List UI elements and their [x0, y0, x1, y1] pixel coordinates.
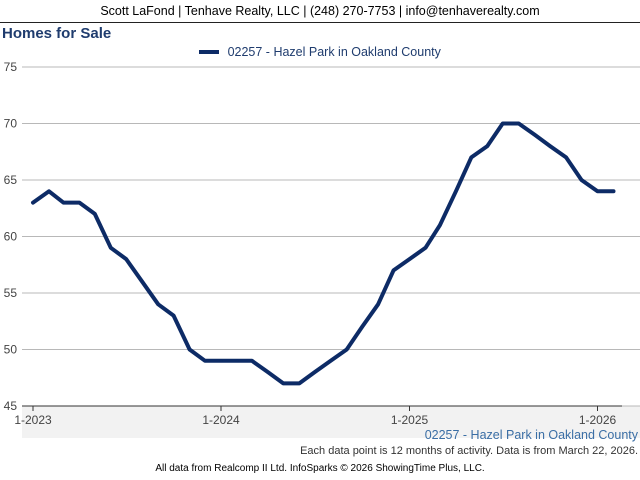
data-point	[313, 370, 317, 374]
data-point	[360, 325, 364, 329]
x-tick-label: 1-2023	[14, 413, 52, 427]
data-point	[93, 212, 97, 216]
footer-series-label: 02257 - Hazel Park in Oakland County	[424, 428, 638, 442]
data-point	[156, 302, 160, 306]
data-point	[31, 201, 35, 205]
data-point	[47, 189, 51, 193]
chart-legend: 02257 - Hazel Park in Oakland County	[0, 45, 640, 59]
x-axis-band	[22, 406, 640, 438]
data-point	[219, 359, 223, 363]
y-tick-label: 50	[4, 343, 18, 357]
y-tick-label: 70	[4, 117, 18, 131]
data-point	[376, 302, 380, 306]
data-point	[187, 347, 192, 352]
data-point	[203, 359, 207, 363]
data-point	[266, 370, 270, 374]
data-point	[517, 121, 521, 126]
data-point	[485, 144, 489, 148]
series-line	[31, 121, 616, 386]
legend-swatch	[199, 49, 220, 54]
contact-header: Scott LaFond | Tenhave Realty, LLC | (24…	[0, 0, 640, 23]
x-tick-label: 1-2025	[391, 413, 429, 427]
data-point	[533, 133, 537, 137]
x-tick-label: 1-2024	[202, 413, 240, 427]
data-point	[595, 189, 600, 193]
data-point	[391, 268, 396, 272]
footer-credit: All data from Realcomp II Ltd. InfoSpark…	[155, 463, 485, 474]
y-tick-label: 65	[4, 173, 18, 187]
data-point	[329, 359, 333, 363]
data-point	[140, 280, 144, 284]
x-tick-label: 1-2026	[579, 413, 617, 427]
data-point	[124, 257, 128, 261]
contact-line: Scott LaFond | Tenhave Realty, LLC | (24…	[100, 4, 540, 18]
y-tick-label: 60	[4, 230, 18, 244]
data-point	[564, 155, 568, 159]
data-point	[611, 189, 616, 193]
data-point	[77, 201, 81, 205]
data-point	[423, 246, 428, 250]
data-point	[454, 189, 458, 193]
data-point	[438, 223, 442, 227]
data-point	[469, 155, 473, 159]
data-point	[579, 178, 584, 182]
data-point	[297, 381, 301, 385]
data-point	[281, 381, 285, 385]
data-point	[548, 144, 552, 148]
data-point	[235, 359, 239, 363]
footer-note: Each data point is 12 months of activity…	[300, 445, 638, 457]
data-point	[109, 246, 113, 250]
data-point	[250, 359, 254, 363]
legend-label: 02257 - Hazel Park in Oakland County	[227, 45, 441, 59]
y-tick-label: 45	[4, 399, 18, 413]
data-point	[345, 347, 349, 352]
data-point	[501, 121, 505, 126]
y-tick-label: 55	[4, 286, 18, 300]
data-point	[407, 257, 412, 261]
y-tick-label: 75	[4, 60, 18, 74]
data-point	[61, 201, 65, 205]
chart-title: Homes for Sale	[2, 25, 112, 42]
data-point	[172, 314, 176, 318]
